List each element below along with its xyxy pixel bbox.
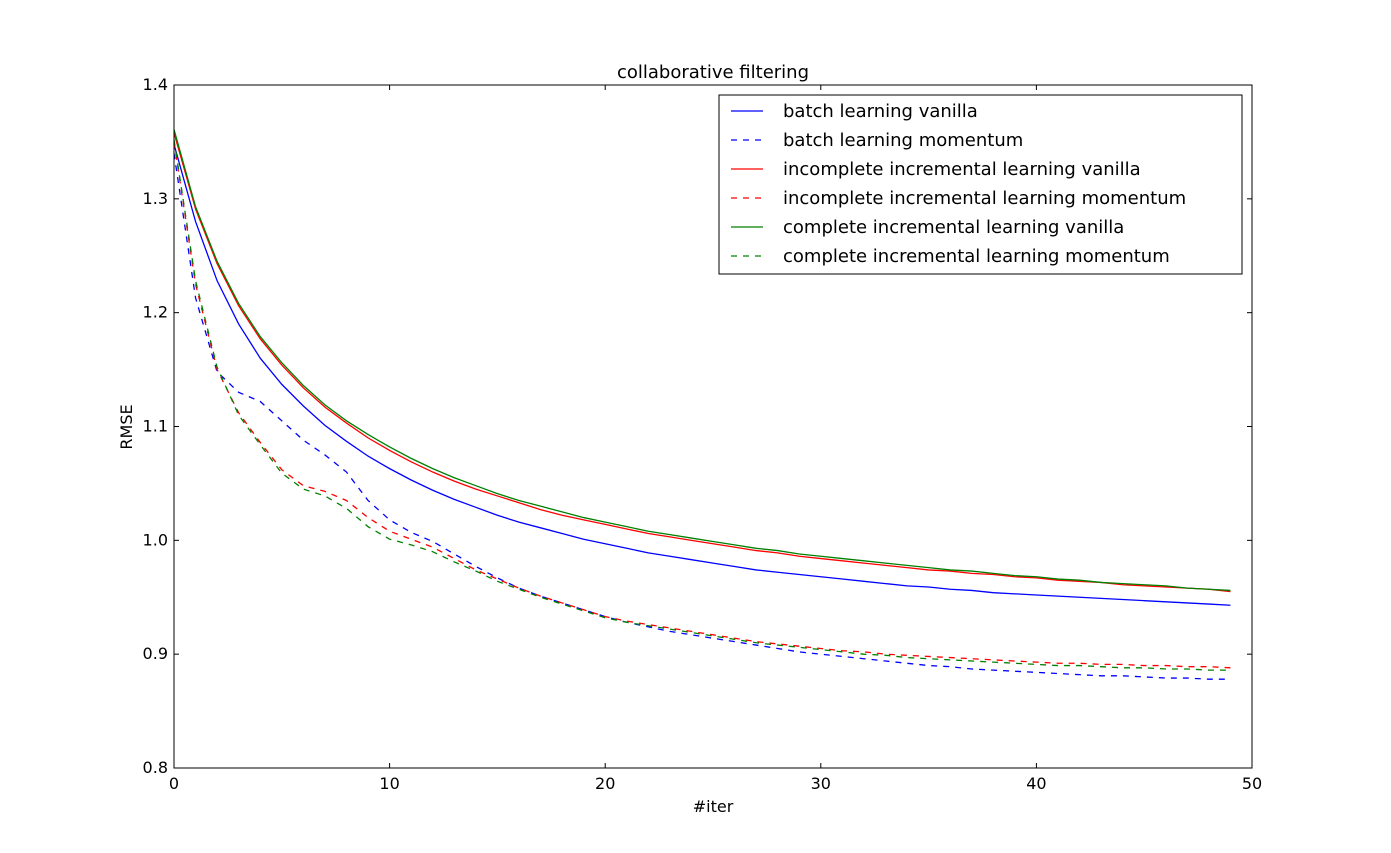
y-tick-label: 1.1 bbox=[143, 417, 168, 436]
y-tick-label: 0.9 bbox=[143, 644, 168, 663]
legend-label-4: complete incremental learning vanilla bbox=[783, 217, 1124, 238]
series-line-4 bbox=[173, 129, 1231, 592]
legend: batch learning vanilla batch learning mom… bbox=[718, 94, 1243, 275]
series-line-2 bbox=[173, 132, 1231, 593]
x-tick-label: 40 bbox=[1026, 774, 1046, 793]
chart-title: collaborative filtering bbox=[617, 62, 809, 83]
x-tick-label: 0 bbox=[169, 774, 179, 793]
legend-label-3: incomplete incremental learning momentum bbox=[783, 188, 1186, 209]
plot-lines bbox=[173, 129, 1231, 680]
y-tick-label: 1.4 bbox=[143, 75, 168, 94]
x-axis-label: #iter bbox=[693, 797, 734, 816]
series-line-0 bbox=[173, 144, 1231, 606]
legend-label-1: batch learning momentum bbox=[783, 130, 1023, 151]
legend-label-2: incomplete incremental learning vanilla bbox=[783, 159, 1141, 180]
x-tick-label: 10 bbox=[379, 774, 399, 793]
series-line-1 bbox=[173, 153, 1231, 680]
x-tick-label: 20 bbox=[595, 774, 615, 793]
series-line-3 bbox=[173, 141, 1231, 669]
y-tick-label: 1.2 bbox=[143, 303, 168, 322]
y-tick-label: 1.3 bbox=[143, 189, 168, 208]
x-tick-label: 50 bbox=[1242, 774, 1262, 793]
y-tick-label: 1.0 bbox=[143, 530, 168, 549]
axis-ticks: 0 10 20 30 40 50 0.8 0.9 1.0 1.1 1.2 1.3 1.4 bbox=[143, 75, 1263, 793]
y-axis-label: RMSE bbox=[117, 404, 136, 449]
legend-box bbox=[718, 94, 1243, 275]
legend-label-0: batch learning vanilla bbox=[783, 101, 978, 122]
y-tick-label: 0.8 bbox=[143, 758, 168, 777]
series-line-5 bbox=[173, 139, 1231, 671]
x-tick-label: 30 bbox=[811, 774, 831, 793]
legend-label-5: complete incremental learning momentum bbox=[783, 246, 1170, 267]
